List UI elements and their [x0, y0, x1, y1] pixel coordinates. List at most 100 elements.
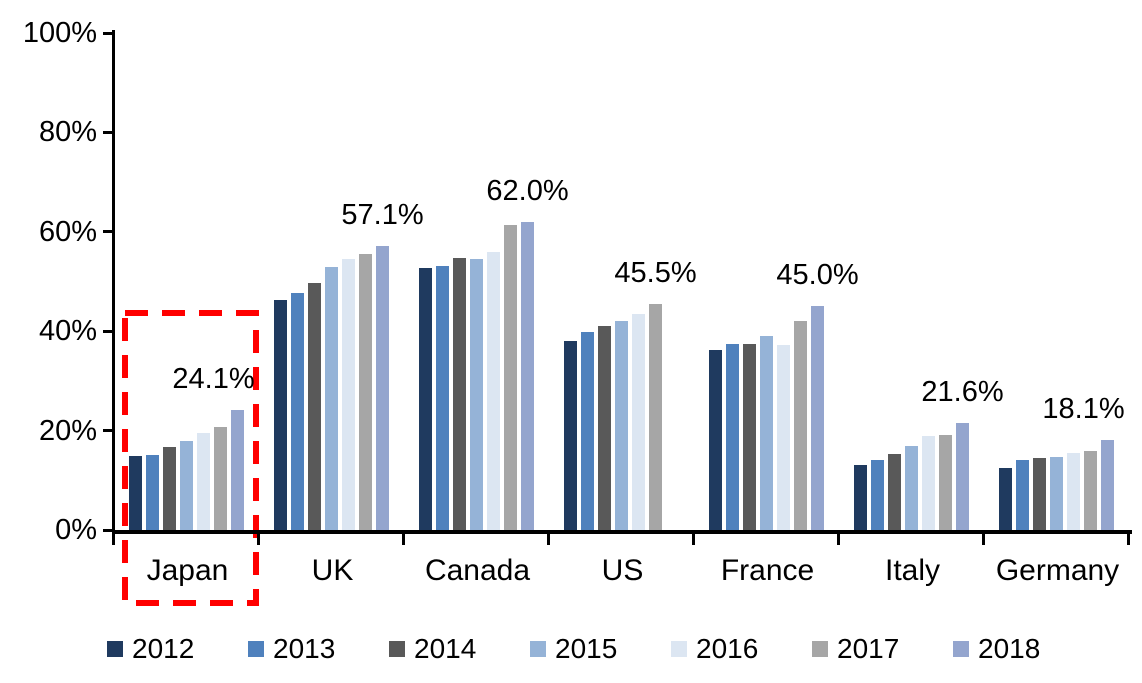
bar-japan-2018 [231, 410, 244, 530]
bar-canada-2014 [453, 258, 466, 530]
bar-italy-2018 [956, 422, 969, 530]
bar-france-2014 [743, 344, 756, 530]
x-axis-line [112, 530, 1132, 534]
category-label-japan: Japan [146, 554, 229, 587]
legend-item-2014: 2014 [389, 632, 476, 666]
legend-item-2015: 2015 [530, 632, 617, 666]
y-axis-line [112, 30, 115, 545]
bar-japan-2015 [180, 440, 193, 530]
bar-france-2013 [726, 344, 739, 530]
bar-uk-2013 [291, 292, 304, 530]
legend-label-2017: 2017 [837, 633, 900, 664]
bar-germany-2017 [1084, 450, 1097, 530]
value-label-japan: 24.1% [172, 363, 255, 396]
category-label-us: US [601, 554, 644, 587]
bar-japan-2012 [129, 456, 142, 530]
bar-germany-2018 [1101, 440, 1114, 530]
y-tick-label: 60% [38, 215, 97, 248]
y-tick-label: 40% [38, 315, 97, 348]
x-tick [112, 530, 115, 545]
bar-germany-2013 [1016, 460, 1029, 530]
bar-us-2012 [564, 340, 577, 530]
bar-uk-2018 [376, 246, 389, 530]
category-label-france: France [720, 554, 815, 587]
value-label-italy: 21.6% [921, 375, 1004, 408]
bar-france-2017 [794, 320, 807, 530]
legend-label-2018: 2018 [978, 633, 1041, 664]
bar-uk-2015 [325, 266, 338, 530]
bar-us-2014 [598, 325, 611, 530]
y-tick-label: 100% [22, 17, 97, 49]
bar-uk-2014 [308, 282, 321, 530]
category-label-canada: Canada [424, 554, 531, 587]
x-tick [257, 530, 260, 545]
x-tick [1127, 530, 1130, 545]
bar-france-2016 [777, 345, 790, 530]
legend-item-2017: 2017 [812, 632, 899, 666]
bar-italy-2015 [905, 446, 918, 530]
bar-canada-2015 [470, 259, 483, 530]
legend-swatch-2018 [953, 641, 969, 657]
bar-germany-2016 [1067, 453, 1080, 530]
bar-japan-2016 [197, 432, 210, 530]
legend-item-2016: 2016 [671, 632, 758, 666]
bar-france-2018 [811, 306, 824, 530]
legend-label-2012: 2012 [132, 633, 195, 664]
y-tick-label: 0% [55, 514, 97, 546]
value-label-france: 45.0% [776, 259, 859, 292]
bar-us-2015 [615, 321, 628, 530]
y-tick [103, 528, 115, 532]
bar-france-2012 [709, 349, 722, 530]
bar-italy-2012 [854, 465, 867, 530]
bar-italy-2016 [922, 436, 935, 530]
category-label-italy: Italy [884, 554, 941, 587]
category-label-uk: UK [311, 554, 354, 587]
bar-france-2015 [760, 335, 773, 530]
bar-italy-2013 [871, 460, 884, 530]
legend-swatch-2012 [107, 641, 123, 657]
value-label-canada: 62.0% [486, 174, 569, 207]
legend-swatch-2016 [671, 641, 687, 657]
bar-canada-2017 [504, 224, 517, 530]
x-tick [692, 530, 695, 545]
value-label-uk: 57.1% [341, 199, 424, 232]
bar-uk-2017 [359, 253, 372, 530]
legend-label-2016: 2016 [696, 633, 759, 664]
bar-germany-2015 [1050, 456, 1063, 530]
bar-us-2016 [632, 314, 645, 530]
legend-swatch-2015 [530, 641, 546, 657]
bar-japan-2013 [146, 455, 159, 530]
y-tick-label: 20% [38, 414, 97, 447]
category-label-germany: Germany [995, 554, 1120, 587]
legend-label-2014: 2014 [414, 633, 477, 664]
x-tick [837, 530, 840, 545]
x-tick [402, 530, 405, 545]
bar-canada-2016 [487, 252, 500, 530]
value-label-germany: 18.1% [1042, 393, 1125, 426]
legend-swatch-2013 [248, 641, 264, 657]
legend-swatch-2014 [389, 641, 405, 657]
y-tick [103, 31, 115, 35]
value-label-us: 45.5% [614, 256, 697, 289]
bar-italy-2014 [888, 453, 901, 530]
bar-us-2017 [649, 303, 662, 530]
bar-canada-2012 [419, 267, 432, 530]
y-tick [103, 130, 115, 134]
bar-uk-2016 [342, 259, 355, 530]
bar-canada-2018 [521, 221, 534, 530]
bar-canada-2013 [436, 265, 449, 530]
y-tick [103, 329, 115, 333]
legend-label-2015: 2015 [555, 633, 618, 664]
y-tick-label: 80% [38, 116, 97, 149]
legend-item-2013: 2013 [248, 632, 335, 666]
legend-item-2012: 2012 [107, 632, 194, 666]
bar-us-2013 [581, 332, 594, 530]
x-tick [982, 530, 985, 545]
bar-japan-2017 [214, 426, 227, 530]
bar-italy-2017 [939, 435, 952, 530]
bar-germany-2012 [999, 467, 1012, 530]
y-tick [103, 429, 115, 433]
legend-label-2013: 2013 [273, 633, 336, 664]
bar-germany-2014 [1033, 458, 1046, 530]
